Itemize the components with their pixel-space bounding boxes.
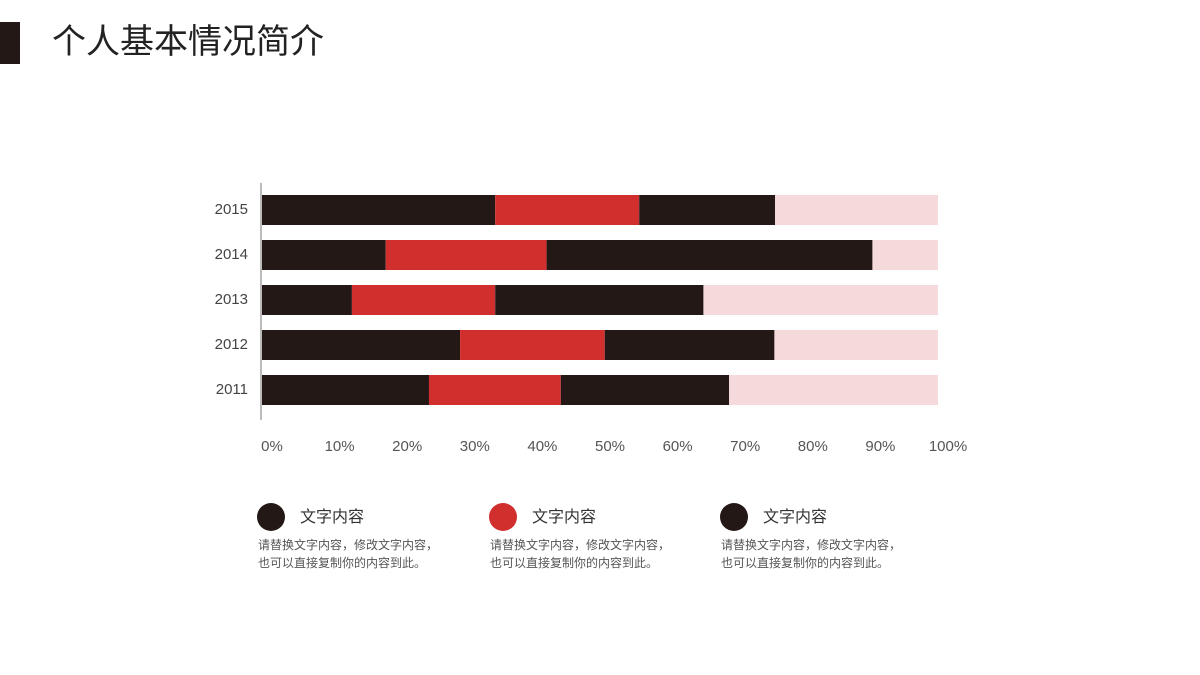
legend-description: 请替换文字内容，修改文字内容，: [490, 537, 670, 552]
bar-segment: [262, 285, 352, 315]
bar-segment: [262, 330, 461, 360]
x-tick-label: 80%: [798, 438, 828, 455]
legend-description: 也可以直接复制你的内容到此。: [490, 555, 658, 570]
legend-description: 也可以直接复制你的内容到此。: [258, 555, 426, 570]
bar-segment: [495, 285, 704, 315]
bar-segment: [872, 240, 938, 270]
bar-segment: [351, 285, 496, 315]
bar-segment: [460, 330, 605, 360]
slide-title: 个人基本情况简介: [52, 23, 324, 61]
bar-segment: [546, 240, 873, 270]
legend-description: 请替换文字内容，修改文字内容，: [258, 537, 438, 552]
x-tick-label: 10%: [325, 438, 355, 455]
x-tick-label: 50%: [595, 438, 625, 455]
y-tick-label: 2013: [215, 291, 248, 308]
y-tick-label: 2012: [215, 336, 248, 353]
legend-description: 也可以直接复制你的内容到此。: [721, 555, 889, 570]
bar-segment: [639, 195, 776, 225]
x-tick-label: 60%: [663, 438, 693, 455]
legend-label: 文字内容: [532, 508, 596, 526]
y-tick-label: 2014: [215, 246, 248, 263]
bar-segment: [428, 375, 561, 405]
y-tick-label: 2011: [216, 381, 248, 398]
x-tick-label: 90%: [865, 438, 895, 455]
bar-segment: [774, 330, 938, 360]
bar-segment: [385, 240, 547, 270]
legend-swatch: [489, 503, 517, 531]
legend-description: 请替换文字内容，修改文字内容，: [721, 537, 901, 552]
title-accent: [0, 22, 20, 64]
legend-label: 文字内容: [763, 508, 827, 526]
x-tick-label: 20%: [392, 438, 422, 455]
y-tick-label: 2015: [215, 201, 248, 218]
legend-swatch: [257, 503, 285, 531]
x-tick-label: 0%: [261, 438, 283, 455]
x-tick-label: 70%: [730, 438, 760, 455]
legend-swatch: [720, 503, 748, 531]
bar-segment: [262, 195, 496, 225]
bar-segment: [703, 285, 938, 315]
bar-segment: [560, 375, 730, 405]
bar-segment: [604, 330, 775, 360]
bar-segment: [262, 240, 386, 270]
x-tick-label: 100%: [929, 438, 967, 455]
bar-segment: [495, 195, 640, 225]
x-tick-label: 40%: [527, 438, 557, 455]
bar-segment: [729, 375, 938, 405]
x-tick-label: 30%: [460, 438, 490, 455]
bar-segment: [775, 195, 938, 225]
bar-segment: [262, 375, 429, 405]
legend-label: 文字内容: [300, 508, 364, 526]
